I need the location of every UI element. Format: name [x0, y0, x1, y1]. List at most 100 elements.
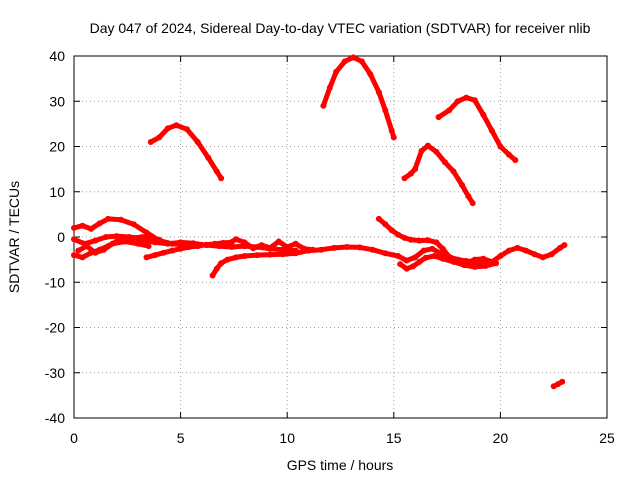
data-point — [279, 246, 286, 253]
y-tick-label: 20 — [49, 139, 65, 155]
data-point — [531, 251, 538, 258]
data-point — [416, 258, 423, 265]
data-point — [407, 170, 414, 177]
data-point — [433, 148, 440, 155]
data-point — [512, 157, 519, 164]
data-point — [279, 251, 286, 258]
data-point — [135, 240, 141, 247]
data-point — [439, 255, 446, 262]
y-tick-label: -40 — [45, 410, 65, 426]
y-axis-label: SDTVAR / TECUs — [6, 181, 22, 293]
x-tick-label: 25 — [599, 430, 615, 446]
data-point — [480, 111, 487, 118]
data-point — [435, 114, 442, 121]
data-point — [71, 252, 77, 259]
data-point — [275, 238, 282, 245]
data-point — [267, 251, 274, 258]
data-point — [100, 246, 107, 253]
data-point — [83, 243, 90, 250]
data-point — [401, 175, 408, 182]
data-point — [318, 246, 325, 253]
data-point — [164, 125, 171, 132]
data-point — [471, 258, 478, 265]
series-arc-3 — [402, 143, 476, 206]
y-tick-label: -20 — [45, 320, 65, 336]
data-point — [375, 89, 382, 96]
data-point — [465, 193, 472, 200]
data-point — [505, 247, 512, 254]
y-tick-label: 10 — [49, 184, 65, 200]
axis-ticks — [73, 55, 608, 419]
data-point — [331, 244, 338, 251]
data-point — [471, 97, 478, 104]
data-point — [122, 238, 129, 245]
data-point — [184, 126, 190, 133]
data-point — [356, 244, 363, 251]
data-point — [92, 249, 99, 256]
y-tick-label: 40 — [49, 48, 65, 64]
data-point — [139, 234, 146, 240]
y-tick-label: 30 — [49, 93, 65, 109]
data-point — [218, 260, 225, 267]
data-point — [463, 94, 470, 101]
data-point — [224, 240, 231, 247]
data-point — [143, 229, 150, 236]
data-point — [446, 107, 453, 114]
data-point — [241, 253, 248, 259]
data-point — [233, 236, 239, 243]
y-tick-labels: -40 -30 -20 -10 0 10 20 30 40 — [45, 48, 65, 426]
x-tick-label: 0 — [70, 430, 78, 446]
data-point — [382, 221, 389, 228]
data-point — [369, 246, 376, 253]
data-point — [497, 143, 504, 150]
data-point — [480, 255, 487, 262]
data-point — [92, 237, 99, 244]
data-point — [388, 127, 395, 134]
data-point — [439, 245, 446, 252]
data-point — [424, 237, 431, 244]
data-point — [557, 244, 564, 251]
data-point — [488, 127, 495, 134]
data-point — [186, 244, 193, 250]
data-point — [209, 272, 216, 279]
data-point — [88, 225, 95, 232]
data-point — [482, 263, 489, 269]
data-point — [433, 239, 440, 246]
data-point — [205, 154, 212, 161]
data-point — [412, 254, 419, 261]
data-point — [233, 254, 239, 261]
data-point — [305, 247, 312, 254]
data-point — [450, 258, 457, 265]
data-point — [382, 250, 389, 257]
series-arc-4 — [436, 95, 518, 163]
data-point — [431, 253, 438, 259]
chart-title: Day 047 of 2024, Sidereal Day-to-day VTE… — [90, 20, 591, 36]
data-point — [469, 200, 476, 207]
data-point — [194, 139, 201, 145]
data-point — [177, 239, 184, 246]
data-point — [228, 244, 235, 250]
data-point — [497, 253, 504, 259]
data-point — [407, 236, 414, 243]
series-arc-13 — [376, 216, 495, 267]
data-point — [194, 243, 201, 250]
data-point — [343, 244, 350, 250]
data-point — [211, 240, 218, 247]
data-point — [164, 240, 171, 247]
x-tick-label: 20 — [493, 430, 509, 446]
data-point — [358, 58, 365, 65]
data-point — [375, 215, 382, 222]
data-point — [493, 260, 500, 267]
data-point — [103, 234, 109, 240]
y-tick-label: -10 — [45, 274, 65, 290]
data-point — [96, 220, 103, 227]
data-point — [145, 243, 152, 250]
data-point — [109, 240, 116, 247]
data-point — [333, 68, 340, 75]
data-point — [169, 247, 176, 254]
data-point — [416, 237, 423, 244]
data-point — [71, 236, 77, 243]
data-point — [258, 242, 265, 249]
y-tick-label: 0 — [57, 229, 65, 245]
